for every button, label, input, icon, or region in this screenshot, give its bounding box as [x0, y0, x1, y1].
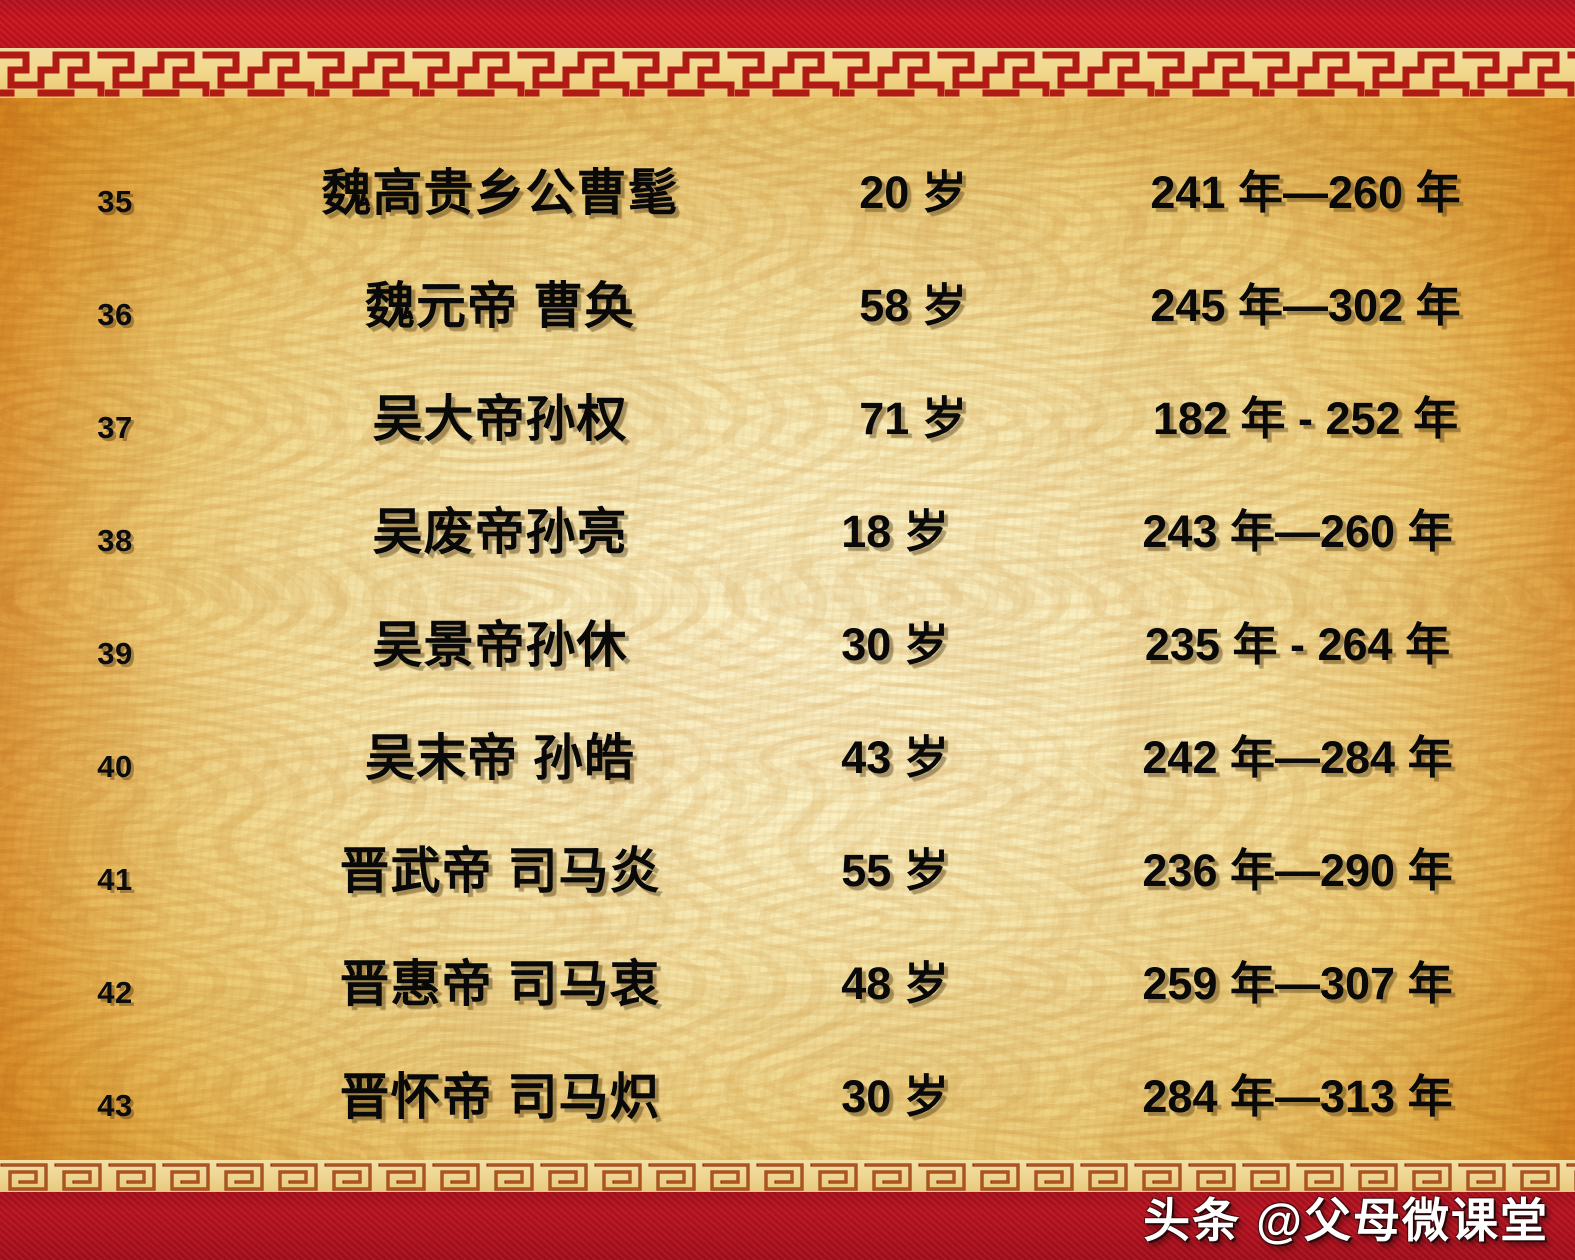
birth-death-years: 242 年—284 年 — [1142, 732, 1453, 783]
lifespan-age: 18 岁 — [841, 506, 949, 557]
emperor-name: 晋武帝 司马炎 — [339, 842, 661, 899]
top-red-band — [0, 0, 1575, 50]
lifespan-age: 43 岁 — [841, 732, 949, 783]
table-row: 40 吴末帝 孙皓 43 岁 242 年—284 年 — [0, 697, 1575, 810]
emperor-name: 晋惠帝 司马衷 — [339, 955, 661, 1012]
lifespan-age: 48 岁 — [841, 958, 949, 1009]
emperor-name: 吴末帝 孙皓 — [365, 729, 635, 786]
row-number: 38 — [97, 522, 133, 558]
emperor-name: 晋怀帝 司马炽 — [339, 1068, 661, 1125]
row-number: 40 — [97, 748, 133, 784]
birth-death-years: 284 年—313 年 — [1142, 1071, 1453, 1122]
birth-death-years: 236 年—290 年 — [1142, 845, 1453, 896]
bottom-red-band — [0, 1192, 1575, 1260]
table-row: 37 吴大帝孙权 71 岁 182 年 - 252 年 — [0, 358, 1575, 471]
emperor-name: 吴废帝孙亮 — [372, 503, 628, 560]
lifespan-age: 58 岁 — [859, 280, 967, 331]
lifespan-age: 30 岁 — [841, 1071, 949, 1122]
table-row: 42 晋惠帝 司马衷 48 岁 259 年—307 年 — [0, 923, 1575, 1036]
emperor-name: 魏高贵乡公曹髦 — [321, 164, 679, 221]
lifespan-age: 71 岁 — [859, 393, 967, 444]
table-row: 43 晋怀帝 司马炽 30 岁 284 年—313 年 — [0, 1036, 1575, 1149]
lifespan-age: 30 岁 — [841, 619, 949, 670]
birth-death-years: 243 年—260 年 — [1142, 506, 1453, 557]
row-number: 42 — [97, 974, 133, 1010]
emperor-name: 吴大帝孙权 — [372, 390, 628, 447]
meander-pattern-icon — [0, 48, 1575, 98]
row-number: 41 — [97, 861, 133, 897]
watermark-text: 头条 @父母微课堂 — [1143, 1194, 1549, 1247]
spiral-pattern-icon — [0, 1160, 1575, 1194]
top-meander-border — [0, 48, 1575, 98]
table-row: 39 吴景帝孙休 30 岁 235 年 - 264 年 — [0, 584, 1575, 697]
row-number: 35 — [97, 183, 133, 219]
birth-death-years: 235 年 - 264 年 — [1144, 619, 1451, 670]
row-number: 39 — [97, 635, 133, 671]
birth-death-years: 259 年—307 年 — [1142, 958, 1453, 1009]
row-number: 37 — [97, 409, 133, 445]
table-row: 35 魏高贵乡公曹髦 20 岁 241 年—260 年 — [0, 132, 1575, 245]
emperor-name: 魏元帝 曹奂 — [365, 277, 635, 334]
emperor-table: 35 魏高贵乡公曹髦 20 岁 241 年—260 年 36 魏元帝 曹奂 58… — [0, 98, 1575, 1160]
lifespan-age: 55 岁 — [841, 845, 949, 896]
row-number: 43 — [97, 1087, 133, 1123]
table-row: 41 晋武帝 司马炎 55 岁 236 年—290 年 — [0, 810, 1575, 923]
table-row: 36 魏元帝 曹奂 58 岁 245 年—302 年 — [0, 245, 1575, 358]
table-row: 38 吴废帝孙亮 18 岁 243 年—260 年 — [0, 471, 1575, 584]
emperor-name: 吴景帝孙休 — [372, 616, 628, 673]
birth-death-years: 182 年 - 252 年 — [1152, 393, 1459, 444]
lifespan-age: 20 岁 — [859, 167, 967, 218]
bottom-spiral-border — [0, 1160, 1575, 1194]
row-number: 36 — [97, 296, 133, 332]
birth-death-years: 245 年—302 年 — [1150, 280, 1461, 331]
birth-death-years: 241 年—260 年 — [1150, 167, 1461, 218]
